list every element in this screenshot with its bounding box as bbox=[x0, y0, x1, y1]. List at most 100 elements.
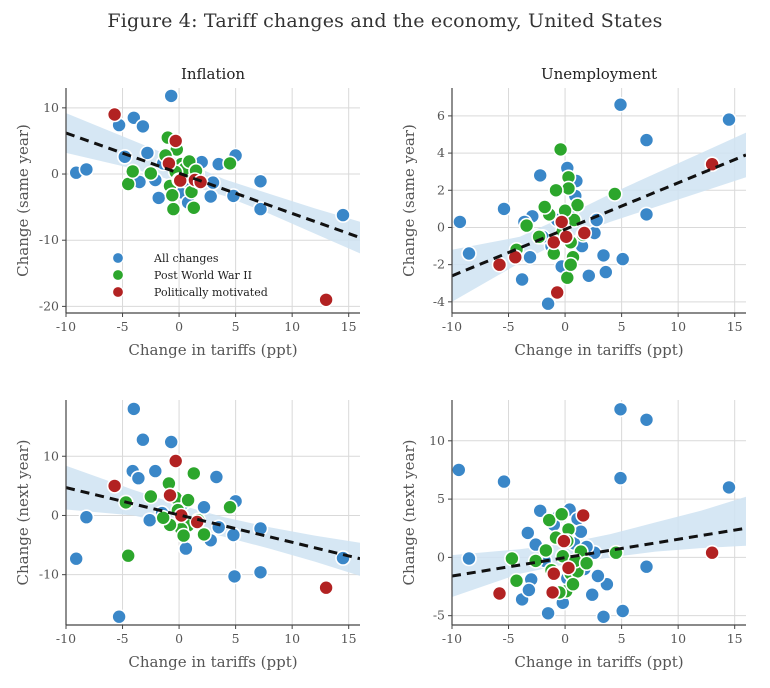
point-postwar bbox=[548, 182, 564, 199]
point-postwar bbox=[504, 550, 520, 567]
x-tick-label: -10 bbox=[56, 319, 76, 334]
point-political bbox=[560, 560, 577, 576]
point-all bbox=[638, 132, 655, 148]
point-political bbox=[167, 453, 184, 469]
legend-marker-all bbox=[111, 251, 125, 265]
plot-area bbox=[452, 401, 746, 625]
point-all bbox=[580, 267, 597, 284]
panel-3: -10 -5 0 5 10 15 -10 0 10 Change in tariffs (ppt)… bbox=[14, 400, 360, 671]
y-tick-label: -4 bbox=[433, 294, 445, 309]
fit-line bbox=[452, 526, 746, 578]
point-all bbox=[147, 463, 164, 479]
point-all bbox=[514, 271, 530, 288]
point-all bbox=[540, 295, 556, 312]
x-tick-label: 10 bbox=[284, 631, 300, 646]
point-all bbox=[519, 525, 536, 541]
x-axis-label: Change in tariffs (ppt) bbox=[128, 341, 297, 359]
point-postwar bbox=[222, 155, 238, 172]
x-axis-label: Change in tariffs (ppt) bbox=[128, 653, 297, 671]
point-all bbox=[461, 550, 477, 567]
legend: All changes Post World War II Politically … bbox=[111, 251, 268, 299]
point-postwar bbox=[164, 187, 181, 203]
point-all bbox=[612, 96, 629, 113]
y-tick-label: 10 bbox=[43, 100, 59, 115]
legend-marker-political bbox=[111, 285, 125, 299]
point-postwar bbox=[196, 526, 212, 543]
x-tick-label: 0 bbox=[561, 631, 569, 646]
point-postwar bbox=[518, 217, 535, 234]
y-tick-label: 5 bbox=[437, 491, 445, 506]
x-tick-label: -5 bbox=[502, 631, 514, 646]
y-axis-label: Change (next year) bbox=[14, 440, 32, 586]
point-all bbox=[202, 188, 219, 205]
point-all bbox=[117, 149, 133, 165]
point-political bbox=[318, 579, 334, 596]
fit-line bbox=[452, 153, 746, 278]
point-all bbox=[225, 527, 242, 543]
point-postwar bbox=[186, 200, 202, 216]
x-tick-label: 15 bbox=[341, 319, 357, 334]
point-all bbox=[163, 434, 179, 450]
point-all bbox=[595, 247, 612, 264]
y-tick-label: -2 bbox=[433, 257, 445, 272]
point-postwar bbox=[606, 186, 623, 202]
x-tick-label: 15 bbox=[727, 319, 743, 334]
point-all bbox=[461, 245, 477, 262]
point-political bbox=[575, 507, 592, 524]
point-all bbox=[532, 502, 549, 519]
plot-area bbox=[452, 96, 746, 312]
x-tick-label: 5 bbox=[232, 631, 240, 646]
x-axis-label: Change in tariffs (ppt) bbox=[514, 653, 683, 671]
point-political bbox=[556, 533, 572, 549]
point-postwar bbox=[180, 492, 196, 508]
point-political bbox=[545, 565, 562, 582]
point-all bbox=[141, 512, 158, 529]
point-postwar bbox=[538, 542, 554, 559]
point-all bbox=[496, 201, 512, 217]
y-axis-label: Change (same year) bbox=[14, 124, 32, 277]
point-postwar bbox=[155, 509, 171, 526]
y-tick-label: 4 bbox=[437, 145, 445, 160]
y-tick-label: -10 bbox=[39, 232, 59, 247]
point-all bbox=[130, 470, 147, 487]
legend-label-political: Politically motivated bbox=[154, 286, 268, 299]
point-political bbox=[318, 291, 334, 308]
x-tick-label: 0 bbox=[175, 319, 183, 334]
y-tick-label: 6 bbox=[437, 108, 445, 123]
point-all bbox=[595, 608, 612, 625]
point-political bbox=[704, 544, 720, 561]
point-postwar bbox=[120, 547, 136, 564]
point-political bbox=[549, 284, 566, 301]
panel-title: Unemployment bbox=[541, 65, 657, 83]
point-all bbox=[163, 88, 179, 104]
x-tick-label: -10 bbox=[442, 631, 462, 646]
x-tick-label: 15 bbox=[727, 631, 743, 646]
point-all bbox=[150, 190, 167, 206]
point-postwar bbox=[559, 269, 576, 286]
x-tick-label: -10 bbox=[56, 631, 76, 646]
point-all bbox=[532, 167, 549, 184]
figure-title: Figure 4: Tariff changes and the economy… bbox=[107, 10, 663, 32]
point-all bbox=[126, 401, 142, 417]
x-tick-label: 5 bbox=[232, 319, 240, 334]
confidence-band bbox=[66, 465, 360, 576]
x-tick-label: 5 bbox=[618, 631, 626, 646]
point-all bbox=[252, 201, 269, 217]
point-all bbox=[226, 568, 243, 585]
point-postwar bbox=[143, 488, 159, 505]
point-all bbox=[522, 249, 538, 266]
x-tick-label: -10 bbox=[442, 319, 462, 334]
x-tick-label: -5 bbox=[116, 631, 128, 646]
y-tick-label: 0 bbox=[51, 507, 59, 522]
point-political bbox=[162, 487, 178, 504]
point-all bbox=[614, 251, 631, 267]
point-all bbox=[208, 469, 225, 485]
y-tick-label: 0 bbox=[437, 549, 445, 564]
y-tick-label: -10 bbox=[39, 567, 59, 582]
point-all bbox=[68, 550, 84, 567]
x-axis-label: Change in tariffs (ppt) bbox=[514, 341, 683, 359]
y-tick-label: 0 bbox=[51, 166, 59, 181]
y-tick-label: -20 bbox=[39, 298, 59, 313]
point-political bbox=[106, 106, 123, 123]
x-tick-label: -5 bbox=[116, 319, 128, 334]
